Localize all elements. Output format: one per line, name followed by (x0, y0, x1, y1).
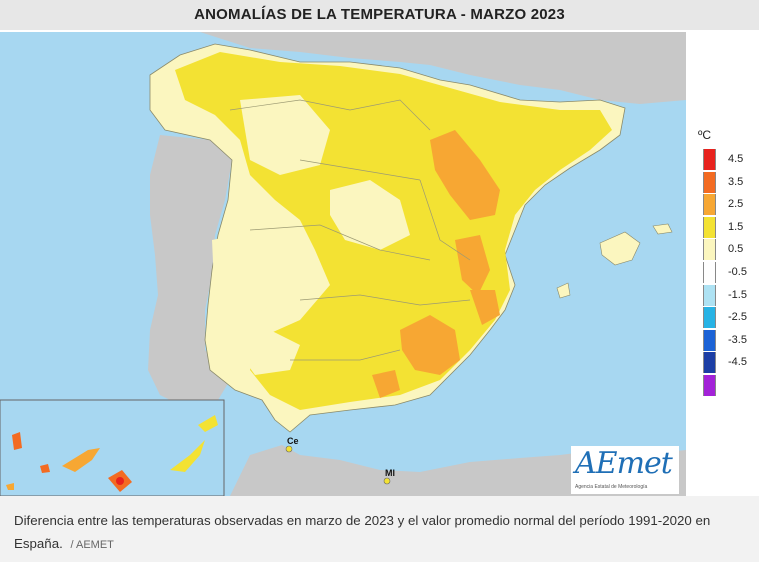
anomaly-0-5-pocket-center (330, 180, 410, 250)
legend-unit: ºC (698, 128, 712, 142)
legend-label: -4.5 (728, 356, 747, 369)
balearic-menorca (652, 223, 673, 235)
legend-label: -0.5 (728, 266, 747, 278)
anomaly-2-5-east (455, 235, 490, 295)
canary-tenerife (62, 448, 100, 472)
anomaly-2-5-andalucia (372, 370, 400, 398)
caption: Diferencia entre las temperaturas observ… (0, 496, 759, 562)
anomaly-2-5-ebro (430, 130, 500, 220)
legend-swatch (703, 284, 716, 306)
france-land (200, 32, 686, 104)
legend-label: 0.5 (728, 243, 744, 256)
legend-label: -2.5 (728, 311, 747, 324)
map-svg (0, 32, 686, 496)
canary-fuerteventura (170, 440, 205, 472)
caption-text: Diferencia entre las temperaturas observ… (14, 509, 744, 557)
portugal-land (148, 135, 232, 410)
legend-swatch (703, 239, 716, 261)
region-borders (229, 99, 471, 361)
balearic-mallorca (599, 231, 641, 266)
ceuta-label: Ce (287, 436, 299, 446)
legend-swatch (703, 216, 716, 238)
legend-label: -1.5 (728, 288, 747, 301)
aemet-logo-word: AEmet (575, 446, 673, 481)
melilla-label: Ml (385, 468, 395, 478)
canary-lanzarote (198, 415, 218, 432)
legend-swatch (703, 375, 716, 396)
anomaly-2-5-murcia (400, 315, 460, 375)
map-title: ANOMALÍAS DE LA TEMPERATURA - MARZO 2023 (0, 0, 759, 30)
aemet-logo-sub: Agencia Estatal de Meteorología (575, 484, 648, 490)
legend-swatch (703, 194, 716, 216)
anomaly-0-5-pocket-west (212, 230, 290, 320)
map-area: Ce Ml AEmet Agencia Estatal de Meteorolo… (0, 32, 686, 496)
melilla-marker (383, 477, 391, 485)
caption-credit: / AEMET (70, 539, 114, 551)
anomaly-0-5-pocket-north (240, 95, 330, 175)
canary-hierro (6, 483, 14, 490)
canary-gran-canaria-core (116, 477, 124, 485)
anomaly-0-5-pocket-south (230, 330, 300, 375)
legend-swatch (703, 262, 716, 283)
legend-label: 3.5 (728, 175, 744, 188)
canary-la-palma (12, 432, 22, 450)
legend-label: 1.5 (728, 220, 744, 233)
legend-swatch (703, 329, 716, 351)
caption-body: Diferencia entre las temperaturas observ… (14, 513, 711, 551)
legend-label: 4.5 (728, 153, 744, 165)
canary-gomera (40, 464, 50, 473)
balearic-ibiza (556, 282, 571, 299)
legend-label: -3.5 (728, 333, 747, 346)
legend-swatch (703, 149, 716, 170)
legend-label: 2.5 (728, 198, 744, 211)
aemet-logo: AEmet Agencia Estatal de Meteorología (571, 446, 679, 494)
legend-swatch (703, 307, 716, 329)
ceuta-marker (285, 445, 293, 453)
anomaly-map-figure: ANOMALÍAS DE LA TEMPERATURA - MARZO 2023 (0, 0, 759, 496)
temperature-legend: ºC 4.5 3.5 2.5 1.5 0.5 -0.5 -1.5 -2.5 -3.5 -4.5 (686, 32, 759, 496)
legend-swatch (703, 171, 716, 193)
legend-swatch (703, 352, 716, 374)
anomaly-2-5-valencia (470, 290, 500, 325)
